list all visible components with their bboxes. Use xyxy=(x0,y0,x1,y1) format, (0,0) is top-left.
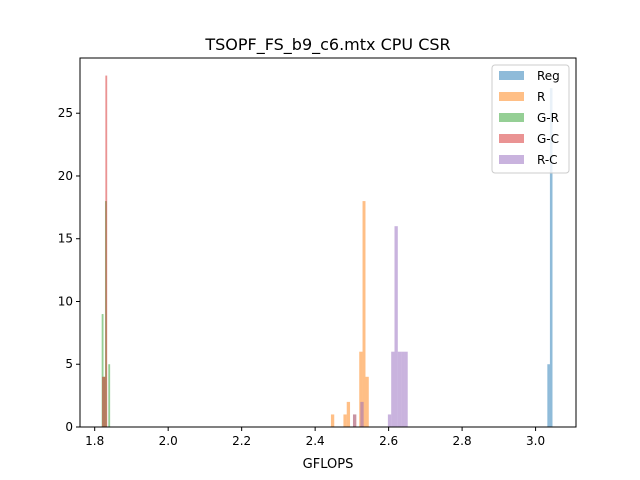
x-tick-label: 1.8 xyxy=(85,434,104,448)
x-tick-label: 2.2 xyxy=(232,434,251,448)
x-tick-label: 3.0 xyxy=(526,434,545,448)
bar-r-c-5 xyxy=(397,351,402,427)
legend-label-r: R xyxy=(537,90,545,104)
bar-r-c-0 xyxy=(352,414,357,427)
x-tick-label: 2.4 xyxy=(306,434,325,448)
bar-r-2 xyxy=(346,401,351,427)
bar-reg-1 xyxy=(549,88,553,428)
bar-r-4 xyxy=(359,351,363,427)
y-tick-label: 0 xyxy=(65,420,73,434)
x-tick-label: 2.8 xyxy=(453,434,472,448)
bar-g-r-0 xyxy=(101,314,104,427)
bar-r-1 xyxy=(343,414,347,427)
chart-title: TSOPF_FS_b9_c6.mtx CPU CSR xyxy=(204,35,450,55)
bar-r-c-6 xyxy=(401,351,405,427)
y-tick-label: 5 xyxy=(65,357,73,371)
legend-label-r-c: R-C xyxy=(537,153,558,167)
x-axis-label: GFLOPS xyxy=(303,457,354,472)
bar-g-c-2 xyxy=(105,75,108,428)
legend-label-g-r: G-R xyxy=(537,111,559,125)
histogram-bars xyxy=(101,75,553,428)
bar-r-c-2 xyxy=(387,414,392,427)
bar-r-c-4 xyxy=(394,226,398,427)
x-axis-ticks: 1.8 2.0 2.2 2.4 2.6 2.8 3.0 xyxy=(85,427,545,448)
y-tick-label: 25 xyxy=(58,106,73,120)
bar-r-0 xyxy=(330,414,335,427)
plot-frame xyxy=(79,57,577,428)
bar-g-c-1 xyxy=(103,376,106,427)
bar-r-c-7 xyxy=(404,351,408,427)
bar-g-r-3 xyxy=(108,364,111,427)
x-tick-label: 2.0 xyxy=(159,434,178,448)
legend-swatch-reg xyxy=(499,71,524,80)
y-tick-label: 20 xyxy=(58,169,73,183)
bar-r-5 xyxy=(362,201,366,427)
legend: Reg R G-R G-C R-C xyxy=(491,64,570,174)
bar-r-c-1 xyxy=(360,401,364,427)
y-tick-label: 10 xyxy=(58,294,73,308)
legend-swatch-r-c xyxy=(499,155,524,164)
bar-g-c-0 xyxy=(102,376,104,427)
bar-reg-0 xyxy=(547,364,550,427)
legend-swatch-g-c xyxy=(499,134,524,143)
bar-r-c-3 xyxy=(391,351,395,427)
x-tick-label: 2.6 xyxy=(379,434,398,448)
legend-swatch-r xyxy=(499,92,524,101)
y-axis-ticks: 0 5 10 15 20 25 xyxy=(58,106,80,434)
y-tick-label: 15 xyxy=(58,232,73,246)
bar-r-6 xyxy=(365,376,369,427)
legend-swatch-g-r xyxy=(499,113,524,122)
legend-label-g-c: G-C xyxy=(537,132,559,146)
legend-label-reg: Reg xyxy=(537,69,560,83)
